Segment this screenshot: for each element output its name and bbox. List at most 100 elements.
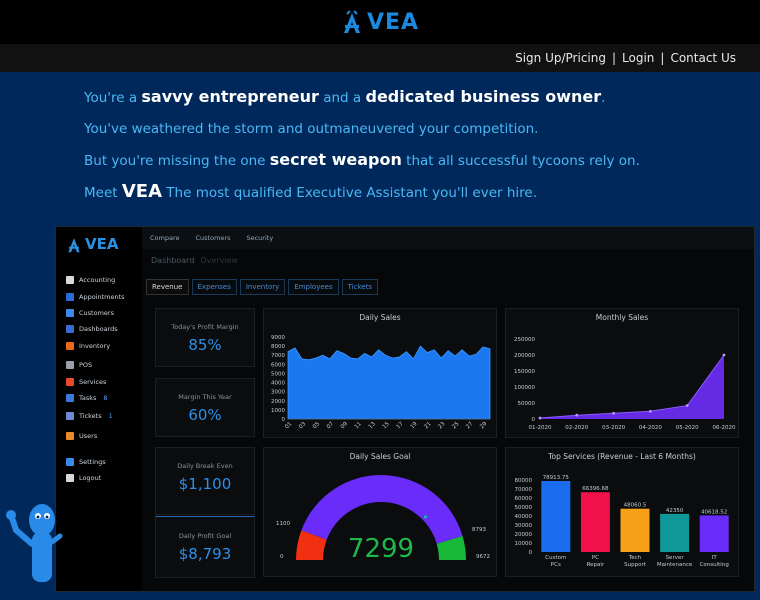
monthly-sales-point [538, 416, 542, 420]
kpi-value: $8,793 [178, 545, 232, 563]
x-tick-label: 21 [423, 421, 432, 430]
service-category-line: Support [624, 562, 647, 568]
service-category-line: PCs [551, 562, 561, 568]
brand-logo[interactable]: VEA [341, 10, 419, 35]
kpi-margin-year: Margin This Year 60% [155, 378, 255, 437]
topnav-security[interactable]: Security [246, 234, 274, 242]
sidebar-item-customers[interactable]: Customers [66, 307, 114, 319]
sidebar-item-pos[interactable]: POS [66, 359, 92, 371]
sidebar-item-label: Inventory [79, 342, 111, 350]
y-tick-label: 0 [529, 550, 533, 556]
dashboard-preview: VEA Accounting Appointments Customers Dashb… [55, 226, 755, 592]
sidebar-item-label: Settings [79, 458, 106, 466]
service-category-line: Server [666, 555, 685, 561]
gauge-current-marker [423, 515, 428, 519]
daily-sales-area [287, 345, 491, 420]
service-bar [620, 508, 650, 552]
gauge-segment-below-break-even [296, 530, 327, 560]
kpi-label: Margin This Year [178, 393, 232, 401]
sidebar-item-users[interactable]: Users [66, 430, 97, 442]
tab-expenses[interactable]: Expenses [191, 279, 237, 295]
nav-separator: | [660, 51, 665, 65]
x-tick-label: 15 [382, 421, 392, 431]
sidebar-item-logout[interactable]: Logout [66, 472, 101, 484]
y-tick-label: 3000 [271, 390, 285, 396]
y-tick-label: 50000 [518, 401, 536, 407]
login-link[interactable]: Login [622, 51, 655, 65]
inventory-icon [66, 342, 74, 350]
hero-text-segment: You're a [84, 90, 142, 106]
y-tick-label: 9000 [271, 335, 285, 341]
monthly-sales-point [685, 404, 689, 407]
topnav-compare[interactable]: Compare [150, 234, 180, 242]
y-tick-label: 40000 [515, 514, 533, 520]
hero-emphasis: secret weapon [269, 150, 402, 169]
x-tick-label: 03 [298, 421, 308, 431]
x-tick-label: 29 [479, 421, 489, 431]
vea-logo-icon [68, 237, 80, 252]
y-tick-label: 8000 [271, 344, 285, 350]
gauge-segment-above-goal [436, 536, 467, 560]
sidebar-item-label: Appointments [79, 293, 125, 301]
tab-employees[interactable]: Employees [288, 279, 339, 295]
app-logo-text: VEA [85, 235, 119, 253]
y-tick-label: 60000 [515, 496, 533, 502]
service-category-line: Consulting [700, 562, 729, 568]
service-bar [541, 481, 571, 552]
hero-line-2: You've weathered the storm and outmaneuv… [84, 121, 539, 137]
sidebar-item-settings[interactable]: Settings [66, 456, 106, 468]
daily-sales-title: Daily Sales [359, 313, 401, 322]
x-tick-label: 01-2020 [529, 425, 552, 431]
contact-link[interactable]: Contact Us [670, 51, 736, 65]
y-tick-label: 1000 [271, 408, 285, 414]
y-tick-label: 6000 [271, 362, 285, 368]
signup-link[interactable]: Sign Up/Pricing [515, 51, 606, 65]
gauge-goal-label: 8793 [472, 527, 486, 533]
gauge-segment-to-goal [301, 475, 463, 544]
sidebar-item-appointments[interactable]: Appointments [66, 291, 125, 303]
service-value-label: 66396.68 [582, 486, 609, 492]
sidebar-item-dashboards[interactable]: Dashboards [66, 323, 118, 335]
monthly-sales-point [722, 353, 726, 357]
service-category-line: Custom [545, 555, 566, 561]
mascot-icon [6, 504, 63, 582]
monthly-sales-line [539, 354, 725, 419]
sidebar-item-accounting[interactable]: Accounting [66, 274, 115, 286]
tab-revenue[interactable]: Revenue [146, 279, 189, 295]
hero-line-3: But you're missing the one secret weapon… [84, 151, 724, 170]
x-tick-label: 05 [312, 421, 322, 431]
nav-separator: | [611, 51, 617, 65]
accounting-icon [66, 276, 74, 284]
sidebar-item-inventory[interactable]: Inventory [66, 340, 110, 352]
sidebar-item-tickets[interactable]: Tickets 1 [66, 410, 113, 422]
service-category-line: IT [712, 555, 718, 561]
tasks-icon [66, 394, 74, 402]
topnav-customers[interactable]: Customers [195, 234, 231, 242]
service-category-label: Server Maintenance [657, 555, 693, 568]
sidebar-item-label: POS [79, 361, 93, 369]
sidebar-item-tasks[interactable]: Tasks 8 [66, 392, 108, 404]
monthly-sales-chart: 0 50000 100000 150000 200000 250000 01-2020 02-… [514, 337, 736, 431]
dashboard-title-text: Dashboard [151, 256, 195, 265]
service-category-line: PC [592, 555, 599, 561]
x-tick-label: 03-2020 [602, 425, 625, 431]
x-tick-label: 17 [396, 421, 406, 431]
x-tick-label: 04-2020 [639, 425, 662, 431]
y-tick-label: 0 [282, 417, 286, 423]
services-icon [66, 378, 74, 386]
y-tick-label: 0 [532, 417, 536, 423]
x-tick-label: 27 [465, 421, 475, 431]
y-tick-label: 7000 [271, 353, 285, 359]
tab-tickets[interactable]: Tickets [341, 279, 378, 295]
brand-name: VEA [366, 9, 420, 35]
kpi-label: Daily Profit Goal [178, 532, 232, 540]
app-logo[interactable]: VEA [66, 235, 118, 253]
pos-icon [66, 361, 74, 369]
y-tick-label: 20000 [515, 532, 533, 538]
sidebar-item-services[interactable]: Services [66, 376, 106, 388]
tab-inventory[interactable]: Inventory [239, 279, 286, 295]
hero-line-1: You're a savvy entrepreneur and a dedica… [84, 88, 724, 107]
service-value-label: 78913.75 [543, 475, 570, 481]
logout-icon [66, 474, 74, 482]
service-category-line: Repair [587, 562, 605, 568]
